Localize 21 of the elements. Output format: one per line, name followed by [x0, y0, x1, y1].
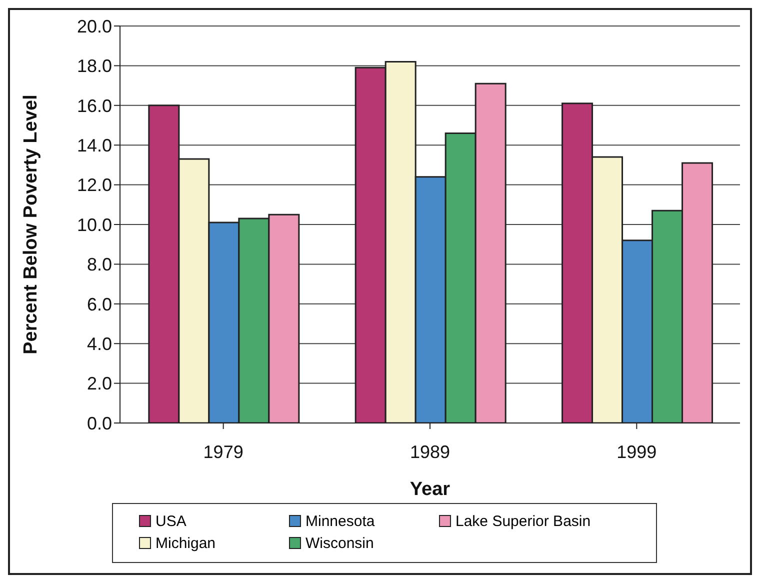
- legend-label: Minnesota: [306, 512, 375, 530]
- x-tick-label: 1999: [616, 442, 657, 462]
- y-tick-label: 4.0: [86, 334, 112, 354]
- y-tick-label: 8.0: [86, 254, 112, 275]
- y-tick-label: 12.0: [76, 175, 112, 196]
- legend-label: USA: [156, 512, 186, 530]
- y-axis-title: Percent Below Poverty Level: [20, 94, 42, 354]
- x-axis-title: Year: [410, 479, 451, 500]
- y-tick-label: 14.0: [76, 135, 112, 156]
- y-tick-label: 6.0: [86, 294, 112, 314]
- y-tick-label: 20.0: [76, 16, 112, 36]
- y-tick-label: 16.0: [76, 96, 112, 116]
- legend-label: Wisconsin: [306, 534, 374, 552]
- y-tick-label: 18.0: [76, 56, 112, 76]
- y-tick-label: 10.0: [76, 214, 112, 235]
- y-tick-label: 2.0: [86, 374, 112, 394]
- x-tick-label: 1979: [203, 442, 244, 462]
- y-tick-label: 0.0: [86, 413, 112, 434]
- x-tick-label: 1989: [410, 442, 450, 462]
- legend-label: Lake Superior Basin: [456, 512, 591, 530]
- legend-label: Michigan: [156, 534, 216, 552]
